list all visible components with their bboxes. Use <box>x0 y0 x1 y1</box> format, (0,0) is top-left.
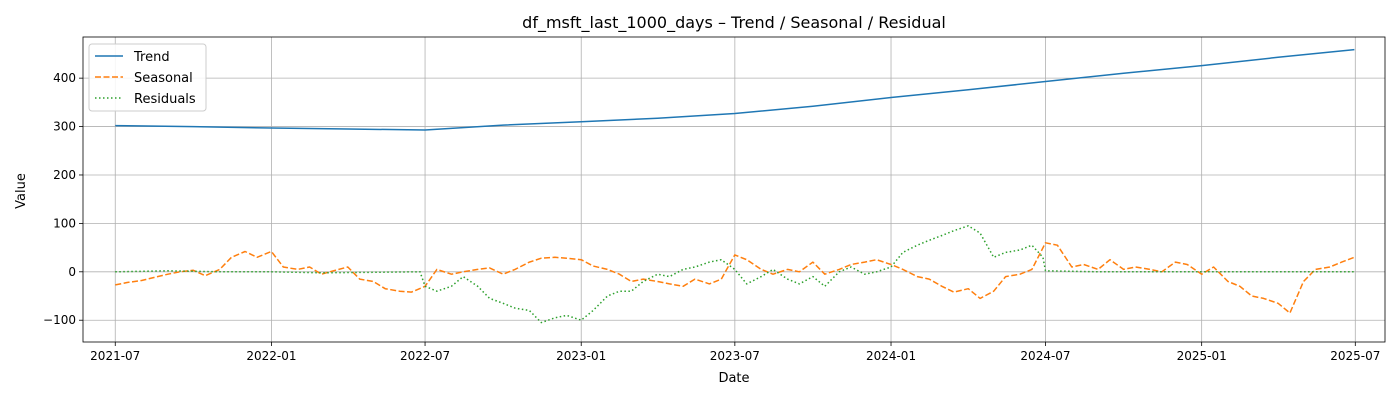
chart-title: df_msft_last_1000_days – Trend / Seasona… <box>522 13 946 33</box>
x-axis-ticks: 2021-07 2022-01 2022-07 2023-01 2023-07 2024-… <box>90 342 1380 363</box>
series-line-seasonal <box>115 242 1355 314</box>
x-tick-label: 2023-01 <box>556 349 606 363</box>
x-tick-label: 2025-01 <box>1177 349 1227 363</box>
legend-label-residuals: Residuals <box>134 92 196 107</box>
y-tick-label: 400 <box>53 71 76 85</box>
y-tick-label: −100 <box>43 313 76 327</box>
y-tick-label: 200 <box>53 168 76 182</box>
y-tick-label: 0 <box>68 265 76 279</box>
legend: Trend Seasonal Residuals <box>88 43 207 112</box>
x-axis-label: Date <box>718 371 749 386</box>
series-group <box>115 48 1355 324</box>
x-tick-label: 2025-07 <box>1330 349 1380 363</box>
x-tick-label: 2022-01 <box>246 349 296 363</box>
series-line-trend <box>115 48 1355 131</box>
plot-frame <box>82 36 1386 343</box>
x-tick-label: 2024-01 <box>866 349 916 363</box>
x-tick-label: 2021-07 <box>90 349 140 363</box>
series-line-residuals <box>115 225 1355 324</box>
legend-label-trend: Trend <box>133 50 170 65</box>
x-tick-label: 2023-07 <box>710 349 760 363</box>
y-tick-label: 300 <box>53 120 76 134</box>
x-tick-label: 2022-07 <box>400 349 450 363</box>
legend-label-seasonal: Seasonal <box>134 71 193 86</box>
y-axis-ticks: −100 0 100 200 300 400 <box>43 71 83 327</box>
y-axis-label: Value <box>14 173 29 209</box>
legend-box <box>88 43 207 112</box>
y-tick-label: 100 <box>53 216 76 230</box>
x-tick-label: 2024-07 <box>1020 349 1070 363</box>
